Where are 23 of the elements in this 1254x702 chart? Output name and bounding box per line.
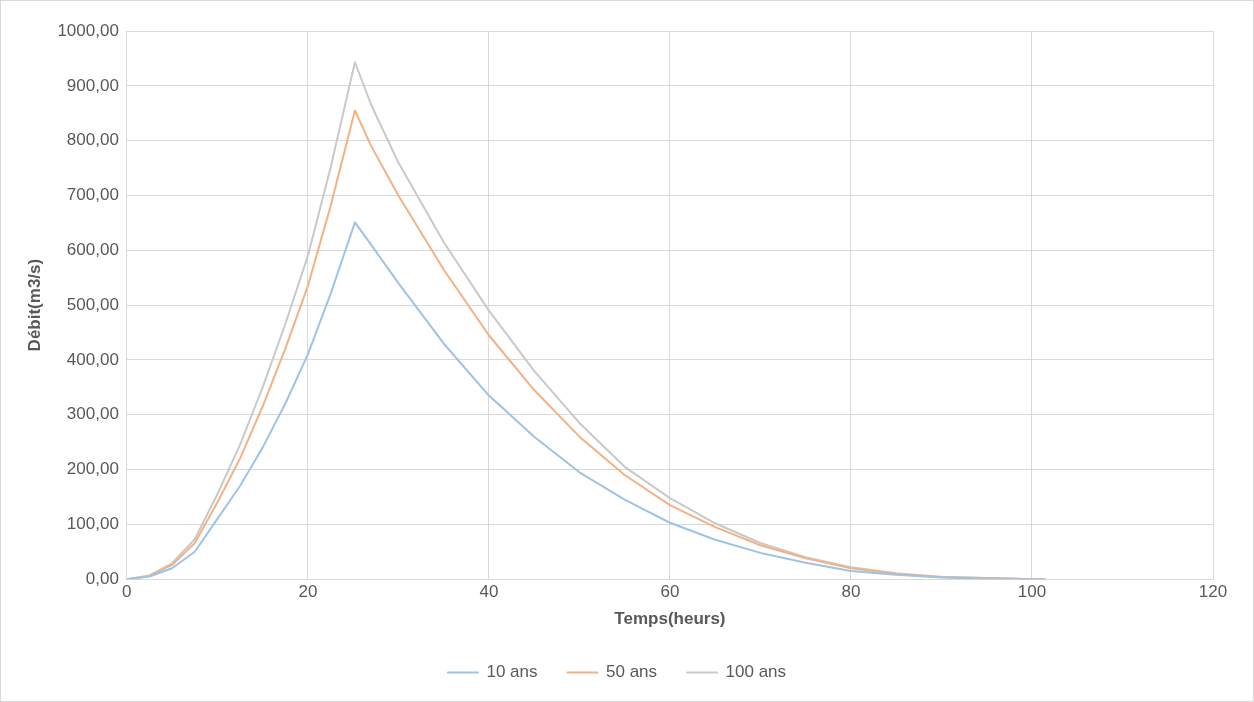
y-tick-label: 200,00 [66, 459, 119, 479]
x-tick-label: 80 [841, 582, 861, 602]
y-tick-label: 300,00 [66, 404, 119, 424]
y-tick-label: 500,00 [66, 294, 119, 314]
legend-label: 50 ans [606, 662, 658, 682]
x-tick-label: 100 [1017, 582, 1047, 602]
y-tick-label: 1000,00 [57, 20, 119, 40]
x-axis-title: Temps(heurs) [614, 609, 726, 629]
x-tick-label: 40 [479, 582, 499, 602]
x-tick-label: 60 [660, 582, 680, 602]
legend-label: 10 ans [486, 662, 538, 682]
y-tick-label: 700,00 [66, 185, 119, 205]
x-tick-label: 120 [1198, 582, 1228, 602]
y-tick-label: 0,00 [85, 568, 119, 588]
legend-label: 100 ans [725, 662, 787, 682]
y-axis-title: Débit(m3/s) [24, 258, 44, 352]
x-tick-label: 20 [298, 582, 318, 602]
x-tick-label: 0 [122, 582, 132, 602]
y-tick-label: 800,00 [66, 130, 119, 150]
y-tick-label: 900,00 [66, 75, 119, 95]
y-tick-label: 600,00 [66, 239, 119, 259]
y-tick-label: 400,00 [66, 349, 119, 369]
y-tick-label: 100,00 [66, 514, 119, 534]
